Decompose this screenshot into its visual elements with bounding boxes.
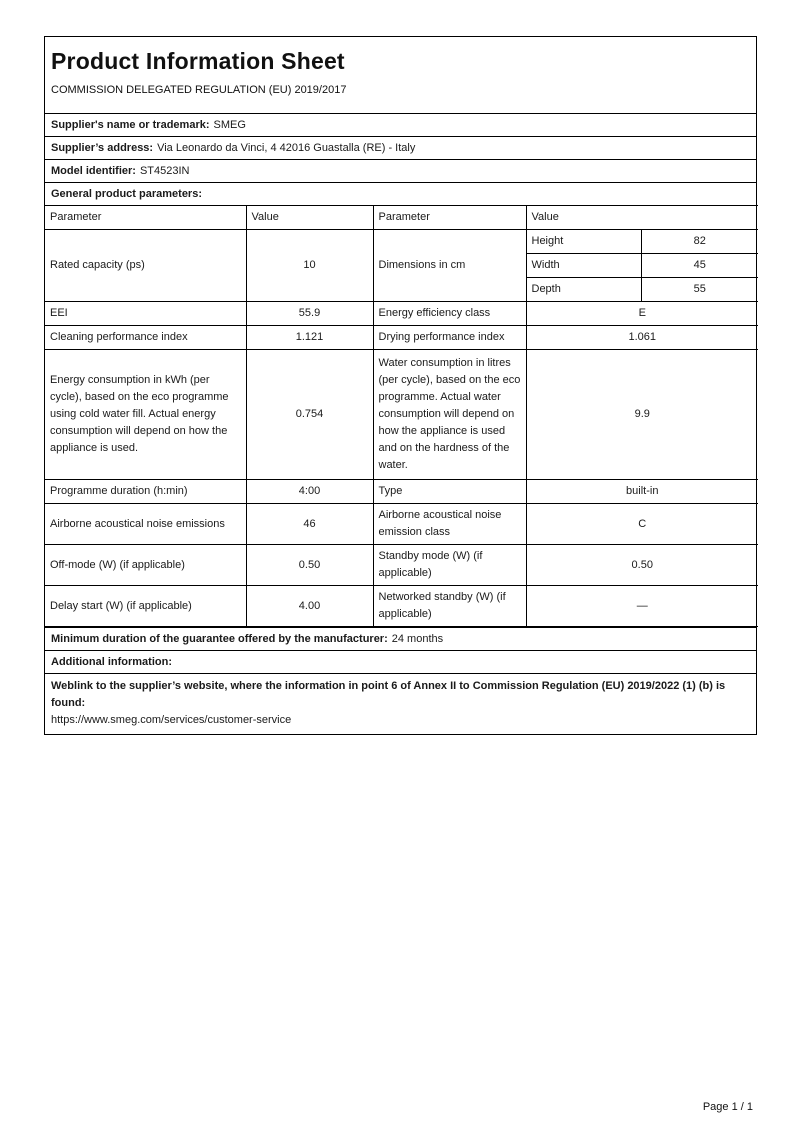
- offmode-value: 0.50: [246, 544, 374, 586]
- networked-standby-value: —: [526, 585, 759, 627]
- standby-label: Standby mode (W) (if applicable): [373, 544, 527, 586]
- supplier-address-row: Supplier’s address: Via Leonardo da Vinc…: [45, 136, 756, 159]
- column-header-parameter-1: Parameter: [45, 205, 247, 230]
- general-parameters-row: General product parameters:: [45, 182, 756, 205]
- type-value: built-in: [526, 479, 759, 504]
- weblink-label: Weblink to the supplier’s website, where…: [51, 680, 726, 709]
- model-identifier-label: Model identifier:: [51, 165, 136, 177]
- energy-consumption-value: 0.754: [246, 349, 374, 480]
- page-number: Page 1 / 1: [702, 1101, 753, 1113]
- column-header-value-2: Value: [525, 205, 759, 230]
- column-header-value-1: Value: [245, 205, 374, 230]
- delay-start-label: Delay start (W) (if applicable): [45, 585, 247, 627]
- dimension-depth-value: 55: [641, 277, 759, 302]
- dimensions-label: Dimensions in cm: [373, 229, 527, 302]
- guarantee-value: 24 months: [391, 633, 444, 645]
- networked-standby-label: Networked standby (W) (if applicable): [373, 585, 527, 627]
- water-consumption-value: 9.9: [526, 349, 759, 480]
- water-consumption-label: Water consumption in litres (per cycle),…: [373, 349, 527, 480]
- table-row-capacity-depth: Depth 55: [45, 277, 759, 302]
- table-header-row: Parameter Value Parameter Value: [45, 205, 759, 230]
- offmode-label: Off-mode (W) (if applicable): [45, 544, 247, 586]
- programme-duration-label: Programme duration (h:min): [45, 479, 247, 504]
- table-row-capacity-width: Width 45: [45, 253, 759, 278]
- drying-index-value: 1.061: [526, 325, 759, 350]
- guarantee-label: Minimum duration of the guarantee offere…: [51, 633, 388, 645]
- table-row-programme-type: Programme duration (h:min) 4:00 Type bui…: [45, 479, 759, 504]
- programme-duration-value: 4:00: [246, 479, 374, 504]
- energy-class-label: Energy efficiency class: [373, 301, 527, 326]
- table-row-capacity-height: Rated capacity (ps) 10 Dimensions in cm …: [45, 229, 759, 302]
- parameters-table: Parameter Value Parameter Value Rated ca…: [45, 205, 759, 627]
- supplier-address-value: Via Leonardo da Vinci, 4 42016 Guastalla…: [157, 142, 416, 154]
- supplier-name-label: Supplier's name or trademark:: [51, 119, 210, 131]
- product-information-sheet: Product Information Sheet COMMISSION DEL…: [44, 36, 759, 735]
- regulation-subtitle: COMMISSION DELEGATED REGULATION (EU) 201…: [51, 84, 347, 96]
- noise-emissions-value: 46: [246, 503, 374, 545]
- noise-class-value: C: [526, 503, 759, 545]
- table-row-cleaning: Cleaning performance index 1.121 Drying …: [45, 325, 759, 350]
- rated-capacity-label: Rated capacity (ps): [45, 229, 247, 302]
- weblink-row: Weblink to the supplier’s website, where…: [45, 673, 756, 734]
- page-title: Product Information Sheet: [51, 48, 345, 74]
- dimension-width-value: 45: [641, 253, 759, 278]
- table-row-delay-networked: Delay start (W) (if applicable) 4.00 Net…: [45, 585, 759, 627]
- eei-value: 55.9: [246, 301, 374, 326]
- type-label: Type: [373, 479, 527, 504]
- column-header-parameter-2: Parameter: [372, 205, 527, 230]
- weblink-url: https://www.smeg.com/services/customer-s…: [51, 714, 292, 726]
- table-row-eei: EEI 55.9 Energy efficiency class E: [45, 301, 759, 326]
- guarantee-row: Minimum duration of the guarantee offere…: [45, 627, 756, 650]
- dimension-width-label: Width: [526, 253, 642, 278]
- dimension-height-label: Height: [526, 229, 642, 254]
- supplier-name-value: SMEG: [213, 119, 246, 131]
- cleaning-index-value: 1.121: [246, 325, 374, 350]
- rated-capacity-value: 10: [246, 229, 374, 302]
- table-row-noise: Airborne acoustical noise emissions 46 A…: [45, 503, 759, 545]
- table-row-offmode-standby: Off-mode (W) (if applicable) 0.50 Standb…: [45, 544, 759, 586]
- supplier-address-label: Supplier’s address:: [51, 142, 154, 154]
- eei-label: EEI: [45, 301, 247, 326]
- additional-information-row: Additional information:: [45, 650, 756, 673]
- additional-information-label: Additional information:: [51, 656, 172, 668]
- energy-consumption-label: Energy consumption in kWh (per cycle), b…: [45, 349, 247, 480]
- supplier-name-row: Supplier's name or trademark: SMEG: [45, 113, 756, 136]
- standby-value: 0.50: [526, 544, 759, 586]
- drying-index-label: Drying performance index: [373, 325, 527, 350]
- table-row-energy-water: Energy consumption in kWh (per cycle), b…: [45, 349, 759, 480]
- general-parameters-label: General product parameters:: [51, 188, 202, 200]
- dimension-depth-label: Depth: [526, 277, 642, 302]
- dimension-height-value: 82: [641, 229, 759, 254]
- model-identifier-row: Model identifier: ST4523IN: [45, 159, 756, 182]
- energy-class-value: E: [526, 301, 759, 326]
- noise-class-label: Airborne acoustical noise emission class: [373, 503, 527, 545]
- title-block: Product Information Sheet COMMISSION DEL…: [45, 37, 756, 113]
- noise-emissions-label: Airborne acoustical noise emissions: [45, 503, 247, 545]
- cleaning-index-label: Cleaning performance index: [45, 325, 247, 350]
- delay-start-value: 4.00: [246, 585, 374, 627]
- model-identifier-value: ST4523IN: [139, 165, 190, 177]
